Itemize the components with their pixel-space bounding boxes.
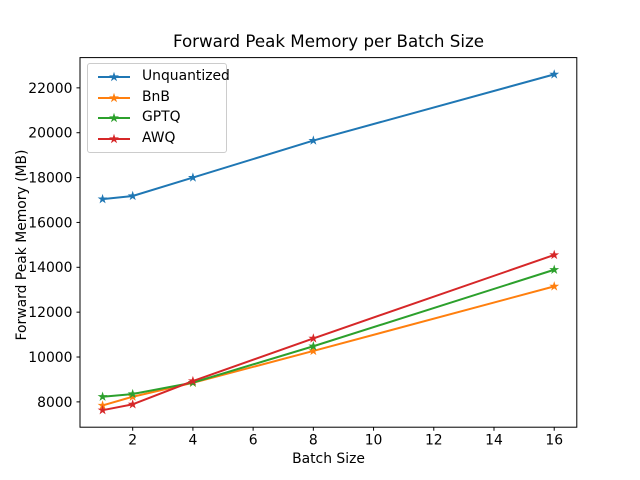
data-point-gptq	[549, 264, 560, 274]
data-point-awq	[308, 333, 319, 343]
legend-line-star-icon	[98, 113, 130, 123]
legend-line-star-icon	[98, 92, 130, 102]
legend-line-star-icon	[98, 72, 130, 82]
data-point-awq	[549, 249, 560, 260]
legend-sample-star-icon	[109, 92, 119, 102]
legend-label: Unquantized	[142, 68, 230, 85]
y-tick-label: 18000	[28, 170, 72, 186]
x-tick-label: 8	[309, 433, 318, 449]
data-point-unquantized	[549, 69, 560, 79]
data-point-awq	[127, 399, 138, 409]
x-tick-label: 14	[485, 433, 503, 449]
y-tick-label: 22000	[28, 81, 72, 97]
x-tick-label: 16	[545, 433, 563, 449]
chart-title: Forward Peak Memory per Batch Size	[172, 31, 485, 51]
data-point-unquantized	[97, 193, 108, 204]
y-tick-label: 8000	[37, 395, 72, 411]
data-point-gptq	[97, 391, 108, 401]
data-point-bnb	[97, 400, 108, 410]
y-tick-label: 16000	[28, 215, 72, 231]
x-tick-label: 10	[365, 433, 383, 449]
legend-label: AWQ	[142, 129, 176, 146]
legend-line-star-icon	[98, 133, 130, 143]
data-point-bnb	[549, 281, 560, 291]
legend-sample-star-icon	[109, 113, 119, 123]
data-point-awq	[187, 375, 198, 386]
legend: Unquantized BnB GPTQ AWQ	[87, 63, 230, 153]
y-tick-label: 10000	[28, 350, 72, 366]
axes-frame	[79, 57, 578, 428]
x-tick-label: 2	[128, 433, 137, 449]
x-tick-label: 6	[249, 433, 258, 449]
x-tick-label: 4	[188, 433, 197, 449]
legend-label: BnB	[142, 88, 170, 105]
legend-label: GPTQ	[142, 109, 181, 126]
x-tick-label: 12	[425, 433, 443, 449]
legend-item-unquantized: Unquantized	[97, 69, 230, 84]
legend-item-bnb: BnB	[97, 88, 220, 105]
data-point-unquantized	[127, 190, 138, 201]
y-tick-label: 20000	[28, 126, 72, 142]
legend-sample-star-icon	[109, 72, 119, 82]
data-point-bnb	[127, 391, 138, 401]
data-point-unquantized	[187, 172, 198, 182]
data-point-gptq	[127, 388, 138, 399]
legend-item-awq: AWQ	[97, 129, 220, 146]
x-axis-label: Batch Size	[292, 451, 365, 467]
legend-sample-star-icon	[109, 133, 119, 143]
data-point-unquantized	[308, 135, 319, 145]
legend-item-gptq: GPTQ	[97, 109, 220, 126]
data-point-awq	[97, 404, 108, 415]
y-axis-label: Forward Peak Memory (MB)	[14, 149, 30, 341]
y-tick-label: 14000	[28, 260, 72, 276]
y-tick-label: 12000	[28, 305, 72, 321]
data-point-gptq	[308, 341, 319, 351]
data-point-bnb	[308, 345, 319, 356]
